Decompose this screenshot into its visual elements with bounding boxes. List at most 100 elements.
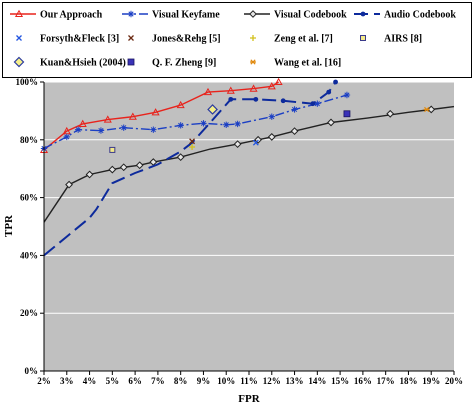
x-tick-label: 12% xyxy=(263,376,281,386)
y-tick-label: 100% xyxy=(16,77,39,87)
y-axis-title: TPR xyxy=(3,214,15,237)
point-our-approach xyxy=(274,77,283,86)
point-our-approach xyxy=(249,84,258,92)
point-our-approach xyxy=(176,100,185,109)
legend-marker xyxy=(127,10,135,18)
point-visual-keyfame xyxy=(97,127,105,134)
grid-lines xyxy=(44,81,454,314)
point-visual-codebook xyxy=(267,133,276,141)
series-line-visual-keyfame xyxy=(43,94,348,150)
y-tick-label: 60% xyxy=(20,193,38,203)
plot-area xyxy=(44,82,454,371)
x-tick-label: 17% xyxy=(377,376,395,386)
point-audio-codebook xyxy=(280,98,286,104)
legend-marker xyxy=(16,35,22,41)
legend-item-visual-keyfame: Visual Keyfame xyxy=(122,10,220,21)
series-line-audio-codebook xyxy=(43,81,337,257)
point-visual-codebook xyxy=(290,127,299,136)
point-our-approach xyxy=(62,126,71,135)
legend-marker xyxy=(360,11,366,17)
legend-marker xyxy=(250,59,256,65)
x-tick-label: 9% xyxy=(197,376,211,386)
x-tick-label: 14% xyxy=(308,376,326,386)
legend-item-our-approach: Our Approach xyxy=(10,10,103,21)
legend-label: Forsyth&Fleck [3] xyxy=(40,34,119,45)
x-tick-label: 11% xyxy=(240,376,258,386)
legend-item-forsyth-fleck-3: Forsyth&Fleck [3] xyxy=(16,34,119,45)
x-tick-label: 8% xyxy=(174,376,188,386)
legend-item-visual-codebook: Visual Codebook xyxy=(244,10,347,21)
point-visual-codebook xyxy=(176,153,185,162)
point-our-approach xyxy=(267,82,276,90)
point-audio-codebook xyxy=(253,96,259,102)
x-tick-label: 3% xyxy=(60,376,74,386)
point-visual-keyfame xyxy=(63,133,70,141)
point-visual-keyfame xyxy=(74,126,82,133)
point-wang-et-al-16 xyxy=(423,106,430,113)
point-visual-keyfame xyxy=(120,124,127,131)
point-our-approach xyxy=(226,86,235,94)
y-tick-label: 0% xyxy=(25,366,39,376)
point-visual-keyfame xyxy=(177,122,184,129)
point-our-approach xyxy=(103,115,112,123)
x-tick-label: 13% xyxy=(286,376,304,386)
x-tick-label: 4% xyxy=(83,376,97,386)
point-visual-keyfame xyxy=(291,106,298,113)
legend-item-kuan-hsieh-2004: Kuan&Hsieh (2004) xyxy=(13,56,126,69)
legend-item-wang-et-al-16: Wang et al. [16] xyxy=(250,58,341,69)
legend-item-q-f-zheng-9: Q. F. Zheng [9] xyxy=(127,58,216,69)
point-visual-codebook xyxy=(119,163,128,172)
legend-item-jones-rehg-5: Jones&Rehg [5] xyxy=(128,34,221,45)
legend-label: Visual Keyfame xyxy=(152,10,220,21)
legend-label: Jones&Rehg [5] xyxy=(152,34,221,45)
y-tick-label: 80% xyxy=(20,135,38,145)
x-tick-label: 20% xyxy=(445,376,463,386)
legend: Our Approach Visual Keyfame Visual Codeboo… xyxy=(2,2,472,78)
legend-marker xyxy=(128,35,134,41)
x-tick-label: 10% xyxy=(217,376,235,386)
point-forsyth-fleck-3 xyxy=(252,139,259,146)
legend-frame xyxy=(2,2,472,78)
point-our-approach xyxy=(151,108,160,116)
point-visual-codebook xyxy=(233,140,242,149)
x-tick-label: 2% xyxy=(37,376,51,386)
series-group xyxy=(39,77,455,257)
x-tick-label: 18% xyxy=(399,376,417,386)
legend-marker xyxy=(360,35,366,41)
point-airs-8 xyxy=(109,146,116,153)
point-visual-codebook xyxy=(327,118,335,127)
x-tick-label: 15% xyxy=(331,376,349,386)
point-visual-codebook xyxy=(135,161,144,170)
point-our-approach xyxy=(203,87,213,96)
point-audio-codebook xyxy=(310,101,316,107)
point-jones-rehg-5 xyxy=(189,138,196,145)
legend-label: Audio Codebook xyxy=(384,10,456,21)
legend-marker xyxy=(127,58,135,66)
point-kuan-hsieh-2004 xyxy=(207,104,218,115)
legend-label: Our Approach xyxy=(40,10,103,21)
legend-marker xyxy=(13,56,25,68)
point-visual-keyfame xyxy=(150,126,157,133)
point-audio-codebook xyxy=(228,96,234,102)
y-tick-label: 40% xyxy=(20,250,38,260)
point-visual-keyfame xyxy=(223,121,230,128)
legend-label: Visual Codebook xyxy=(274,10,347,21)
legend-item-zeng-et-al-7: Zeng et al. [7] xyxy=(250,34,333,45)
point-visual-keyfame xyxy=(343,91,351,99)
x-tick-label: 5% xyxy=(106,376,120,386)
series-line-visual-codebook xyxy=(43,105,455,223)
x-tick-label: 19% xyxy=(422,376,440,386)
point-visual-keyfame xyxy=(268,113,275,120)
point-visual-codebook xyxy=(108,165,117,174)
x-tick-label: 6% xyxy=(128,376,142,386)
axes: 0% 20% 40% 60% 80% 100% 2% 3% 4% 5% 6% 7% 8% 9% 10% 11%… xyxy=(16,77,464,386)
point-visual-keyfame xyxy=(314,100,321,107)
point-visual-codebook xyxy=(85,170,94,179)
legend-item-audio-codebook: Audio Codebook xyxy=(354,10,456,21)
point-our-approach xyxy=(78,119,87,127)
point-audio-codebook xyxy=(333,79,338,85)
point-visual-keyfame xyxy=(234,120,241,128)
x-tick-label: 16% xyxy=(354,376,372,386)
x-tick-label: 7% xyxy=(151,376,165,386)
